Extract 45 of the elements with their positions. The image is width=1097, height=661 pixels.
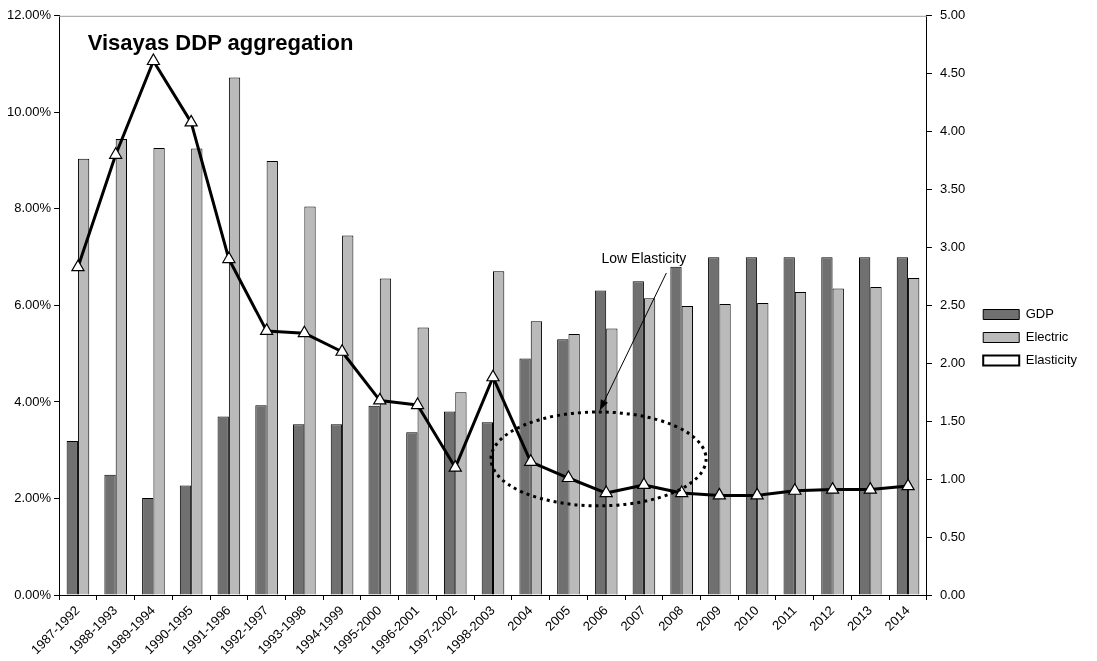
legend-label: GDP xyxy=(1025,306,1054,322)
point xyxy=(335,344,349,356)
point xyxy=(109,147,123,159)
point xyxy=(788,483,802,495)
point xyxy=(561,470,576,483)
point xyxy=(863,481,877,494)
point xyxy=(297,325,312,338)
y2-tick-label: 2.00 xyxy=(939,354,966,370)
y-tick-label: 12.00% xyxy=(7,7,52,23)
legend-label: Electric xyxy=(1025,329,1069,345)
legend-label: Elasticity xyxy=(1025,352,1078,368)
y-tick-label: 4.00% xyxy=(14,393,52,409)
point xyxy=(674,485,689,498)
point xyxy=(71,259,85,272)
point xyxy=(637,477,651,490)
text: Visayas DDP aggregation xyxy=(87,29,354,55)
y2-tick-label: 2.50 xyxy=(939,296,966,312)
point xyxy=(486,369,500,382)
point xyxy=(524,454,538,466)
y2-tick-label: 1.50 xyxy=(939,412,966,428)
y-tick-label: 2.00% xyxy=(14,490,52,506)
point xyxy=(599,485,613,498)
y-tick-label: 0.00% xyxy=(14,586,52,602)
point xyxy=(259,323,274,335)
y2-tick-label: 4.50 xyxy=(939,65,966,81)
y-tick-label: 10.00% xyxy=(7,103,52,119)
y2-tick-label: 4.00 xyxy=(939,123,966,139)
point xyxy=(750,487,764,500)
point xyxy=(373,392,387,405)
point xyxy=(448,459,462,472)
y2-tick-label: 5.00 xyxy=(939,7,966,23)
point xyxy=(901,478,915,491)
y2-tick-label: 0.50 xyxy=(939,528,966,544)
point xyxy=(410,397,425,410)
point xyxy=(184,114,198,127)
y2-tick-label: 3.50 xyxy=(939,181,966,197)
y2-tick-label: 1.00 xyxy=(939,470,966,486)
y-tick-label: 6.00% xyxy=(14,296,52,312)
point xyxy=(825,481,840,494)
annotation: Low Elasticity xyxy=(601,249,687,266)
y2-tick-label: 0.00 xyxy=(939,586,966,602)
point xyxy=(712,487,727,500)
y-tick-label: 8.00% xyxy=(14,200,52,216)
point xyxy=(222,251,236,264)
y2-tick-label: 3.00 xyxy=(939,239,966,255)
